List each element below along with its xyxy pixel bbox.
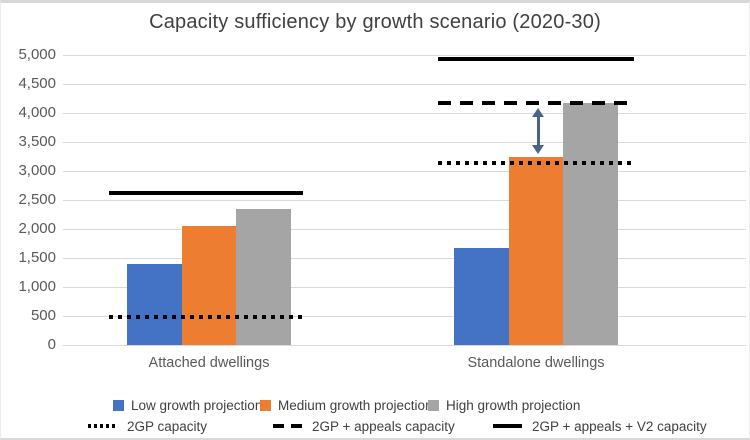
legend-label-2gp: 2GP capacity (127, 418, 208, 434)
category-label-attached: Attached dwellings (148, 355, 270, 371)
capacity-line-dotted-1 (438, 160, 634, 165)
gridline-3500 (63, 141, 746, 143)
arrow-down-head (532, 145, 544, 155)
y-tick-label: 4,000 (18, 104, 56, 121)
gridline-3000 (63, 170, 746, 172)
y-tick-label: 0 (47, 336, 56, 353)
y-tick-label: 500 (30, 307, 56, 324)
bar-high-1 (563, 102, 619, 345)
y-tick-label: 1,500 (18, 249, 56, 266)
gridline-1000 (63, 286, 746, 288)
y-tick-label: 3,000 (18, 162, 56, 179)
gridline-2000 (63, 228, 746, 230)
legend-label-medium: Medium growth projection (278, 397, 433, 413)
arrow-up-head (532, 107, 544, 117)
legend-label-2gp-appeals: 2GP + appeals capacity (312, 418, 455, 434)
gap-arrow-annotation (532, 107, 544, 155)
legend-label-low: Low growth projection (131, 397, 263, 413)
y-axis: 0 500 1,000 1,500 2,000 2,500 3,000 3,500 4,000 4… (1, 46, 56, 353)
y-tick-label: 4,500 (18, 75, 56, 92)
y-tick-label: 2,000 (18, 220, 56, 237)
bar-medium-1 (508, 156, 564, 345)
bar-medium-0 (181, 226, 237, 345)
gridline-0 (63, 344, 746, 346)
gridline-4500 (63, 83, 746, 85)
legend-label-2gp-appeals-v2: 2GP + appeals + V2 capacity (532, 418, 707, 434)
chart-title: Capacity sufficiency by growth scenario … (149, 11, 601, 33)
gridline-500 (63, 315, 746, 317)
legend-item-medium-growth: Medium growth projection (260, 397, 433, 413)
capacity-line-solid-0 (109, 191, 303, 196)
y-tick-label: 2,500 (18, 191, 56, 208)
bar-high-0 (236, 209, 292, 345)
capacity-line-dashed-1 (438, 100, 634, 105)
gridline-1500 (63, 257, 746, 259)
capacity-line-dotted-0 (109, 315, 303, 320)
legend-item-2gp-appeals-v2-capacity: 2GP + appeals + V2 capacity (493, 418, 707, 434)
legend-item-2gp-capacity: 2GP capacity (88, 418, 207, 434)
legend-item-high-growth: High growth projection (428, 397, 580, 413)
bar-low-0 (127, 264, 182, 345)
legend-label-high: High growth projection (446, 397, 581, 413)
gridline-4000 (63, 112, 746, 114)
gridline-5000 (63, 54, 746, 56)
legend-item-low-growth: Low growth projection (113, 397, 262, 413)
category-label-standalone: Standalone dwellings (467, 355, 605, 371)
gridline-2500 (63, 199, 746, 201)
y-tick-label: 5,000 (18, 46, 56, 63)
legend-swatch-medium (260, 399, 271, 411)
legend-swatch-dotted-line (88, 424, 117, 428)
capacity-line-solid-1 (438, 57, 634, 62)
y-tick-label: 1,000 (18, 278, 56, 295)
legend-swatch-low (113, 399, 124, 411)
legend-swatch-dashed-line (273, 424, 302, 428)
y-tick-label: 3,500 (18, 133, 56, 150)
legend-swatch-high (428, 399, 439, 411)
legend-item-2gp-appeals-capacity: 2GP + appeals capacity (273, 418, 455, 434)
arrow-shaft (536, 113, 540, 149)
legend-swatch-solid-line (493, 424, 522, 428)
bar-low-1 (454, 248, 509, 345)
plot-area (63, 54, 746, 346)
